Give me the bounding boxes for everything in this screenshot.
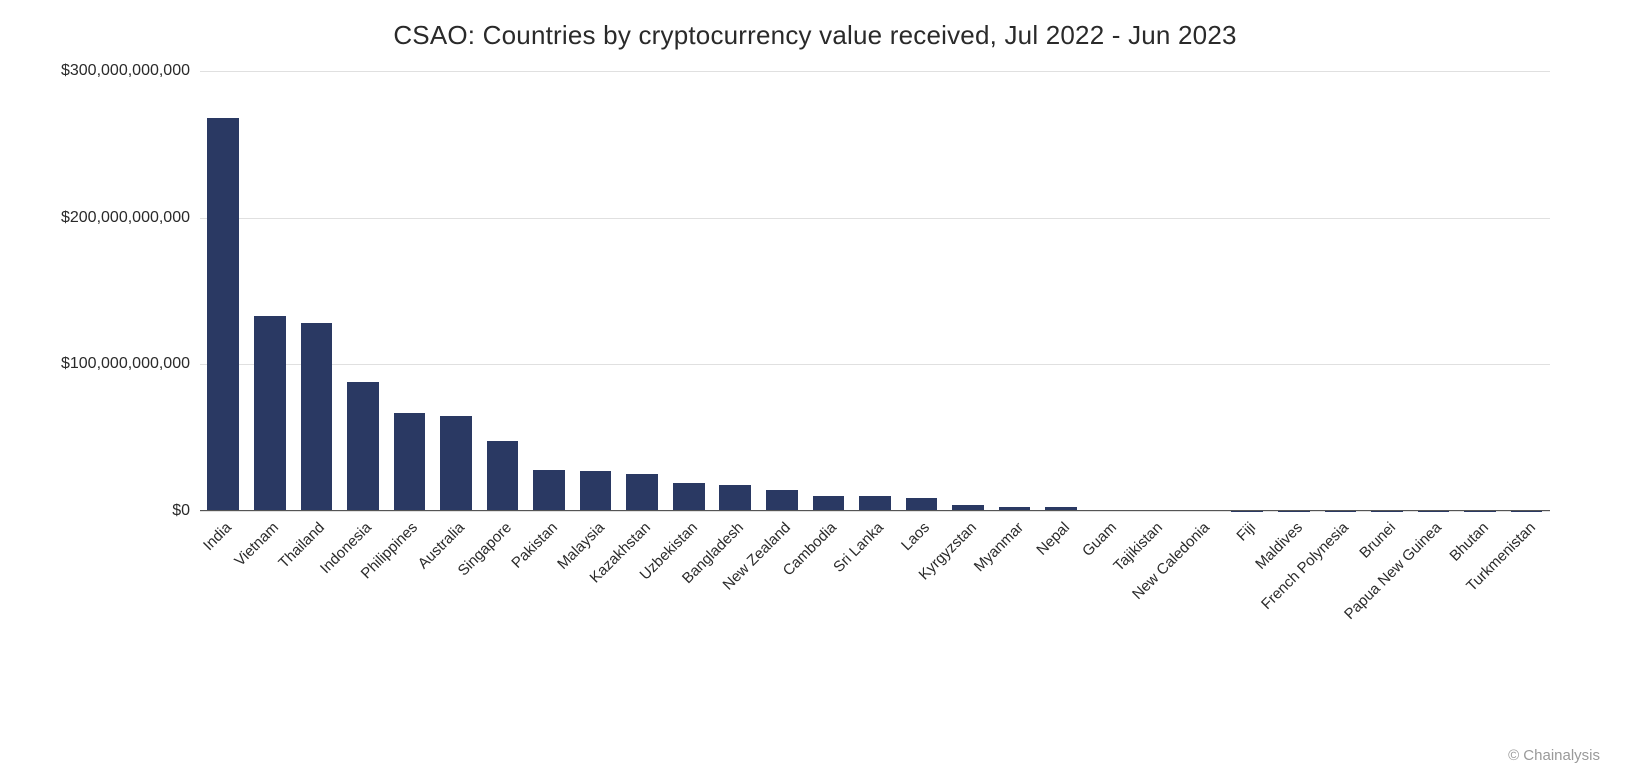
bar-slot	[293, 71, 340, 511]
bar-slot	[1224, 71, 1271, 511]
y-tick-label: $100,000,000,000	[61, 355, 190, 373]
x-label-slot: Philippines	[386, 511, 433, 521]
bar	[394, 413, 426, 511]
bar-slot	[712, 71, 759, 511]
x-label-slot: Nepal	[1038, 511, 1085, 521]
x-label-slot: Indonesia	[340, 511, 387, 521]
y-tick-label: $300,000,000,000	[61, 62, 190, 80]
bar	[580, 471, 612, 511]
bar-slot	[1177, 71, 1224, 511]
x-tick-label: Bhutan	[1446, 519, 1492, 565]
x-tick-label: Myanmar	[970, 519, 1026, 575]
bar	[766, 490, 798, 511]
x-label-slot: Guam	[1084, 511, 1131, 521]
bar-slot	[852, 71, 899, 511]
x-label-slot: Singapore	[479, 511, 526, 521]
bar-slot	[945, 71, 992, 511]
bar-slot	[1410, 71, 1457, 511]
x-label-slot: Laos	[898, 511, 945, 521]
bar-slot	[1271, 71, 1318, 511]
bar-slot	[1457, 71, 1504, 511]
bar	[254, 316, 286, 511]
bar	[207, 118, 239, 511]
x-label-slot: Turkmenistan	[1503, 511, 1550, 521]
x-label-slot: Brunei	[1364, 511, 1411, 521]
x-tick-label: Nepal	[1033, 519, 1073, 559]
bar-slot	[805, 71, 852, 511]
bar-slot	[433, 71, 480, 511]
bar	[533, 470, 565, 511]
chart-title: CSAO: Countries by cryptocurrency value …	[60, 20, 1570, 51]
x-label-slot: Kyrgyzstan	[945, 511, 992, 521]
bar	[347, 382, 379, 511]
x-label-slot: Thailand	[293, 511, 340, 521]
bar-slot	[1317, 71, 1364, 511]
x-tick-label: Pakistan	[508, 519, 561, 572]
bar-chart: CSAO: Countries by cryptocurrency value …	[60, 20, 1570, 521]
x-tick-label: French Polynesia	[1258, 519, 1352, 613]
x-label-slot: Fiji	[1224, 511, 1271, 521]
x-label-slot: Sri Lanka	[852, 511, 899, 521]
y-axis: $0$100,000,000,000$200,000,000,000$300,0…	[60, 71, 195, 511]
bar	[673, 483, 705, 511]
x-label-slot: French Polynesia	[1317, 511, 1364, 521]
bar-slot	[526, 71, 573, 511]
plot-area: $0$100,000,000,000$200,000,000,000$300,0…	[200, 71, 1550, 511]
x-tick-label: Guam	[1079, 519, 1120, 560]
x-axis-labels: IndiaVietnamThailandIndonesiaPhilippines…	[200, 511, 1550, 521]
x-tick-label: Fiji	[1234, 519, 1260, 545]
bar-slot	[1084, 71, 1131, 511]
bar-slot	[247, 71, 294, 511]
x-label-slot: New Zealand	[759, 511, 806, 521]
bar-slot	[386, 71, 433, 511]
x-tick-label: Sri Lanka	[830, 519, 887, 576]
x-label-slot: Tajikistan	[1131, 511, 1178, 521]
bar-slot	[898, 71, 945, 511]
y-tick-label: $0	[172, 502, 190, 520]
bar-slot	[1038, 71, 1085, 511]
bar-slot	[1364, 71, 1411, 511]
bar-slot	[200, 71, 247, 511]
bar-slot	[619, 71, 666, 511]
bar-slot	[1131, 71, 1178, 511]
x-label-slot: Bhutan	[1457, 511, 1504, 521]
bar	[626, 474, 658, 511]
x-label-slot: India	[200, 511, 247, 521]
x-label-slot: Australia	[433, 511, 480, 521]
x-label-slot: Papua New Guinea	[1410, 511, 1457, 521]
bar-slot	[759, 71, 806, 511]
bar-slot	[479, 71, 526, 511]
bars-group	[200, 71, 1550, 511]
bar-slot	[991, 71, 1038, 511]
x-label-slot: Bangladesh	[712, 511, 759, 521]
x-label-slot: Vietnam	[247, 511, 294, 521]
x-label-slot: Myanmar	[991, 511, 1038, 521]
x-label-slot: Kazakhstan	[619, 511, 666, 521]
bar-slot	[572, 71, 619, 511]
bar	[487, 441, 519, 511]
x-tick-label: Vietnam	[231, 519, 282, 570]
bar	[301, 323, 333, 511]
x-label-slot: Uzbekistan	[665, 511, 712, 521]
x-tick-label: Brunei	[1356, 519, 1399, 562]
bar-slot	[1503, 71, 1550, 511]
x-tick-label: Laos	[898, 519, 933, 554]
y-tick-label: $200,000,000,000	[61, 209, 190, 227]
bar	[440, 416, 472, 511]
x-label-slot: Maldives	[1271, 511, 1318, 521]
x-label-slot: Pakistan	[526, 511, 573, 521]
x-label-slot: Cambodia	[805, 511, 852, 521]
x-label-slot: New Caledonia	[1177, 511, 1224, 521]
attribution-text: © Chainalysis	[1508, 747, 1600, 764]
bar-slot	[665, 71, 712, 511]
x-tick-label: India	[200, 519, 235, 554]
bar	[719, 485, 751, 511]
bar-slot	[340, 71, 387, 511]
x-label-slot: Malaysia	[572, 511, 619, 521]
